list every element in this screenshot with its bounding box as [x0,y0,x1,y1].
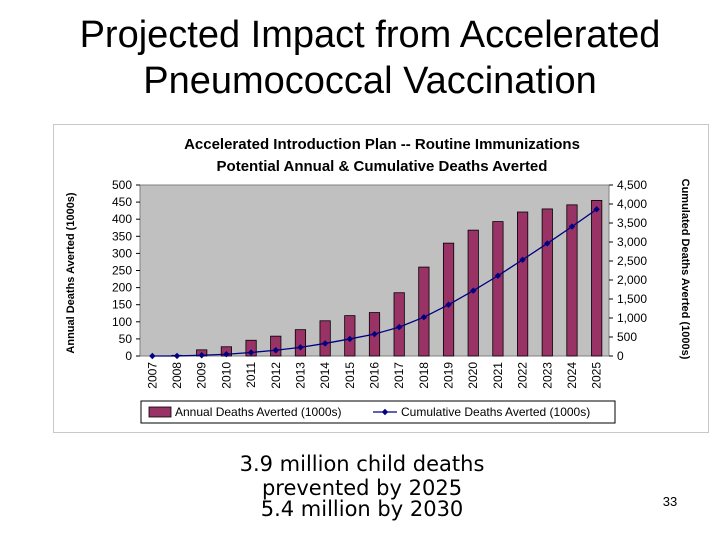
x-tick-label: 2007 [145,362,159,389]
legend-line-marker [381,408,389,416]
bar-2025 [591,199,603,357]
x-tick-label: 2014 [318,362,332,389]
bar-2014 [319,320,331,357]
legend-line-label: Cumulative Deaths Averted (1000s) [401,405,590,419]
caption-deaths-2030: 5.4 million by 2030 [260,497,464,521]
y-tick-label-right: 1,500 [617,292,647,306]
y-tick-label-right: 1,000 [617,311,647,325]
deaths-averted-chart: Accelerated Introduction Plan -- Routine… [65,136,691,424]
y-tick-label-left: 100 [112,315,132,329]
page-number: 33 [662,494,678,509]
cumulative-point-2014 [321,340,329,347]
y-tick-label-right: 4,000 [617,197,647,211]
cumulative-point-2008 [173,352,181,360]
y-tick-label-left: 500 [112,178,132,192]
x-tick-label: 2013 [293,362,307,389]
cumulative-point-2021 [494,272,502,279]
cumulative-point-2010 [223,351,230,358]
x-tick-label: 2012 [269,362,283,389]
cumulative-point-2011 [247,349,255,356]
y-axis-label-left: Annual Deaths Averted (1000s) [65,192,77,354]
x-tick-label: 2018 [417,362,431,389]
x-tick-label: 2017 [392,362,406,389]
x-tick-label: 2019 [442,362,456,389]
cumulative-point-2025 [593,206,600,213]
slide-title-line-2: Pneumococcal Vaccination [143,60,597,102]
y-tick-label-right: 4,500 [617,178,647,192]
y-tick-label-right: 2,500 [617,254,647,268]
y-tick-label-right: 2,000 [617,273,647,287]
x-tick-label: 2008 [170,362,184,389]
y-tick-label-right: 0 [617,349,624,363]
bar-2011 [245,339,257,357]
cumulative-point-2009 [198,352,205,359]
bar-2019 [442,242,455,357]
cumulative-point-2013 [297,344,304,351]
y-tick-label-left: 200 [112,281,132,295]
cumulative-point-2020 [470,287,477,294]
legend-bar-label: Annual Deaths Averted (1000s) [175,405,342,419]
bar-2013 [294,329,307,357]
cumulative-point-2024 [568,223,576,230]
y-tick-label-right: 500 [617,330,637,344]
slide-title: Projected Impact from Accelerated Pneumo… [0,12,720,104]
y-tick-label-left: 400 [112,212,132,226]
y-tick-label-left: 150 [112,298,132,312]
x-tick-label: 2024 [565,362,579,389]
legend-bar-swatch [148,406,172,418]
x-tick-label: 2016 [368,362,382,389]
chart-subtitle: Potential Annual & Cumulative Deaths Ave… [217,158,548,175]
x-tick-label: 2011 [244,362,258,388]
x-tick-label: 2015 [343,362,357,389]
x-tick-label: 2023 [540,362,554,389]
x-tick-label: 2025 [590,362,604,389]
x-tick-label: 2021 [491,362,505,389]
caption-deaths-2025: 3.9 million child deaths prevented by 20… [239,452,485,500]
cumulative-point-2015 [346,335,354,343]
chart-legend: Annual Deaths Averted (1000s) Cumulative … [140,400,616,424]
cumulative-point-2019 [445,301,452,308]
y-tick-label-left: 300 [112,246,132,260]
y-tick-label-left: 250 [112,264,132,278]
chart-title: Accelerated Introduction Plan -- Routine… [184,136,580,153]
x-tick-label: 2009 [195,362,209,389]
y-tick-label-left: 50 [119,332,133,346]
bar-2018 [418,266,430,357]
y-tick-label-left: 450 [112,195,132,209]
bar-2012 [270,335,282,357]
y-tick-label-right: 3,500 [617,216,647,230]
y-tick-label-left: 350 [112,229,132,243]
cumulative-point-2016 [371,330,378,338]
x-tick-label: 2020 [466,362,480,389]
x-tick-label: 2010 [219,362,233,389]
y-tick-label-left: 0 [125,349,132,363]
bar-2023 [541,208,553,357]
x-tick-label: 2022 [516,362,530,389]
cumulative-point-2012 [272,347,279,354]
bar-2021 [492,221,504,357]
slide-title-line-1: Projected Impact from Accelerated [79,14,661,56]
bar-2022 [517,211,529,357]
y-axis-label-right: Cumulated Deaths Averted (1000s) [679,179,691,360]
y-tick-label-right: 3,000 [617,235,647,249]
cumulative-point-2007 [149,352,156,360]
bar-2024 [566,204,578,357]
